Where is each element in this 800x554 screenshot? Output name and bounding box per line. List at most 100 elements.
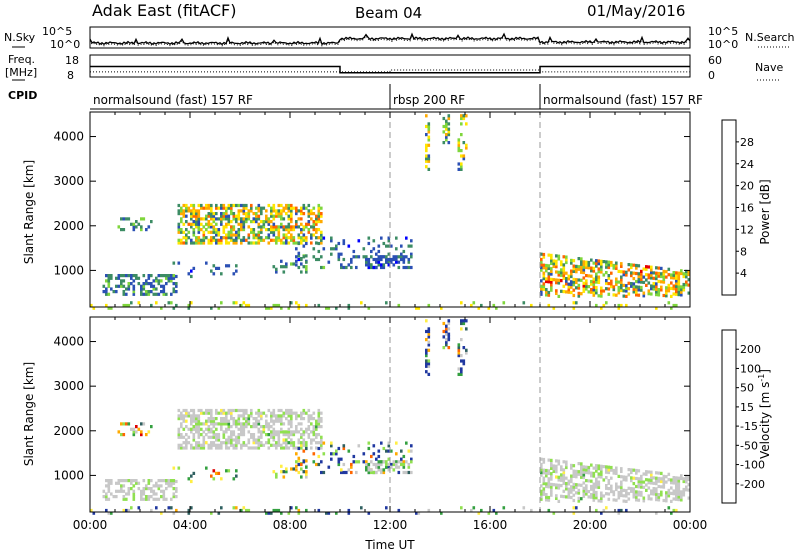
power-cell — [557, 254, 561, 258]
power-cell — [460, 133, 463, 137]
velocity-cell — [622, 478, 626, 482]
velocity-cell — [180, 443, 183, 447]
velocity-cell — [312, 425, 316, 429]
power-cell — [387, 236, 391, 240]
velocity-cell — [290, 417, 293, 421]
velocity-cell — [130, 487, 133, 491]
power-cell — [367, 263, 371, 267]
power-cell — [465, 146, 468, 150]
velocity-cell — [647, 481, 651, 485]
velocity-cell — [147, 430, 151, 434]
power-cell — [285, 228, 288, 232]
power-cell — [192, 230, 196, 234]
power-cell — [287, 214, 291, 218]
velocity-cell — [185, 443, 188, 447]
power-cell — [575, 280, 578, 284]
velocity-cell — [642, 499, 646, 503]
velocity-cell — [270, 433, 273, 437]
velocity-cell — [640, 490, 643, 495]
velocity-cell — [92, 511, 96, 515]
velocity-cell — [317, 454, 321, 459]
power-cell — [545, 277, 548, 281]
velocity-cell — [235, 506, 238, 510]
velocity-cell — [117, 479, 121, 483]
velocity-cell — [367, 462, 371, 467]
velocity-cell — [220, 443, 223, 447]
velocity-cell — [170, 497, 173, 501]
power-cell — [182, 203, 186, 208]
velocity-cell — [240, 508, 243, 513]
power-cell — [460, 165, 463, 169]
velocity-cell — [247, 441, 251, 445]
velocity-cell — [625, 475, 628, 479]
velocity-cell — [612, 471, 616, 475]
velocity-cell — [592, 487, 596, 492]
power-cell — [127, 303, 131, 308]
velocity-cell — [275, 417, 278, 421]
power-cell — [627, 281, 631, 285]
velocity-cell — [215, 471, 218, 475]
power-cell — [297, 303, 301, 308]
power-cell — [542, 277, 546, 281]
power-cell — [425, 165, 428, 169]
power-cell — [127, 287, 131, 291]
power-cell — [662, 293, 666, 298]
velocity-cell — [545, 498, 548, 502]
velocity-cell — [605, 476, 608, 480]
velocity-cell — [572, 464, 576, 468]
power-cell — [305, 265, 308, 269]
power-cell — [212, 228, 216, 232]
power-cell — [650, 287, 653, 291]
velocity-cell — [232, 477, 236, 481]
power-cell — [287, 209, 291, 213]
power-cell — [200, 217, 203, 221]
velocity-cell — [230, 414, 233, 418]
velocity-cell — [272, 508, 276, 513]
power-cell — [625, 289, 628, 293]
velocity-cell — [667, 478, 671, 482]
power-cell — [610, 263, 613, 267]
velocity-cell — [632, 495, 636, 499]
velocity-cell — [465, 351, 468, 355]
velocity-cell — [597, 464, 601, 468]
power-cell — [267, 217, 271, 221]
power-cell — [562, 290, 566, 294]
velocity-cell — [185, 433, 188, 437]
velocity-cell — [582, 489, 586, 493]
velocity-cell — [547, 508, 551, 513]
power-cell — [540, 252, 543, 256]
velocity-cell — [580, 483, 583, 487]
velocity-cell — [177, 446, 181, 450]
power-cell — [330, 236, 333, 240]
power-cell — [615, 293, 618, 297]
velocity-cell — [557, 475, 561, 479]
power-cell — [270, 230, 273, 234]
velocity-cell — [547, 471, 551, 475]
power-cell — [220, 222, 223, 226]
velocity-cell — [597, 472, 601, 476]
power-cell — [575, 270, 578, 274]
power-cell — [247, 303, 251, 308]
power-cell — [222, 206, 226, 210]
velocity-cell — [227, 425, 231, 429]
velocity-cell — [110, 492, 113, 496]
velocity-cell — [300, 422, 303, 426]
power-cell — [165, 276, 168, 280]
velocity-cell — [657, 484, 661, 489]
power-cell — [127, 217, 131, 221]
power-cell — [545, 269, 548, 273]
power-cell — [222, 217, 226, 221]
velocity-cell — [242, 425, 246, 429]
velocity-cell — [182, 414, 186, 418]
power-cell — [317, 236, 321, 240]
power-cell — [292, 225, 296, 229]
velocity-cell — [377, 468, 381, 472]
velocity-cell — [460, 327, 463, 331]
velocity-cell — [442, 335, 446, 339]
velocity-cell — [215, 446, 218, 450]
velocity-cell — [305, 441, 308, 445]
velocity-cell — [265, 511, 268, 515]
velocity-cell — [427, 335, 431, 339]
velocity-cell — [235, 469, 238, 473]
velocity-cell — [265, 419, 268, 423]
